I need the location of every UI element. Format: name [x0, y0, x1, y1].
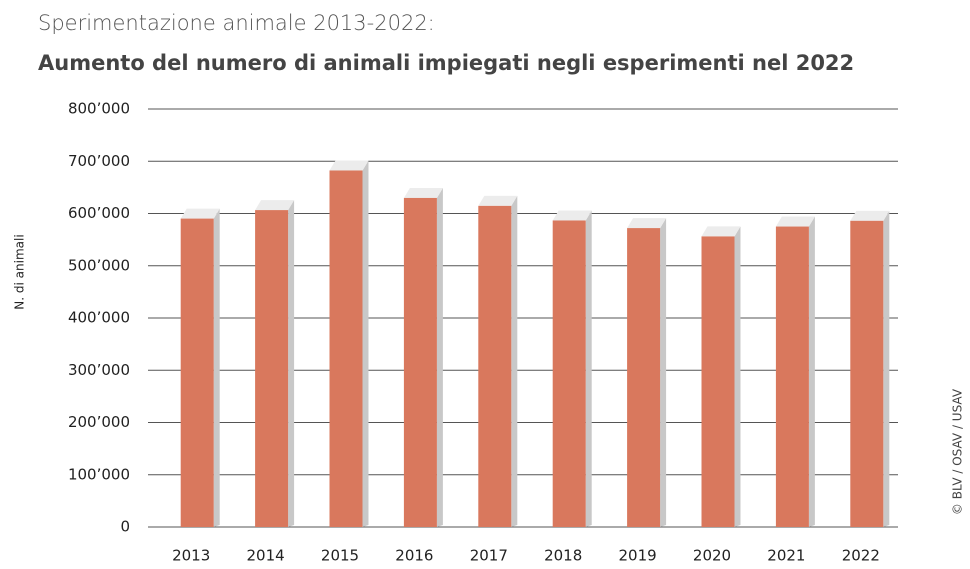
bar-side — [734, 226, 741, 528]
x-tick-label: 2022 — [842, 547, 880, 565]
x-tick-label: 2015 — [321, 547, 359, 565]
bar-side — [883, 210, 890, 527]
y-tick-label: 100’000 — [68, 465, 130, 483]
y-tick-label: 200’000 — [68, 413, 130, 431]
bar-side — [288, 200, 295, 527]
x-tick-label: 2018 — [544, 547, 582, 565]
bar — [775, 226, 809, 527]
bar-top — [850, 210, 890, 221]
bar-side — [660, 218, 667, 528]
x-tick-label: 2020 — [693, 547, 731, 565]
bar-top — [627, 218, 667, 229]
y-axis-label: N. di animali — [13, 234, 27, 309]
bar — [329, 170, 363, 527]
bar — [180, 218, 214, 527]
source: © BLV / OSAV / USAV — [951, 388, 965, 515]
y-tick-label: 0 — [120, 518, 130, 536]
bar-side — [213, 208, 220, 527]
x-tick-label: 2019 — [619, 547, 657, 565]
bar — [701, 236, 735, 528]
bar-side — [511, 195, 518, 528]
bar-side — [585, 210, 592, 527]
bar-top — [552, 210, 592, 221]
chart-title: Aumento del numero di animali impiegati … — [38, 51, 854, 75]
y-tick-label: 800’000 — [68, 100, 130, 118]
bar — [403, 197, 437, 527]
bar — [850, 220, 884, 527]
bar-side — [362, 160, 369, 527]
bar-top — [329, 160, 369, 171]
bar-top — [701, 226, 741, 237]
bar-top — [180, 208, 220, 219]
bar-side — [436, 187, 443, 527]
y-tick-label: 400’000 — [68, 309, 130, 327]
bar-top — [255, 200, 295, 211]
bar-top — [478, 195, 518, 206]
bar — [627, 228, 661, 528]
chart-subtitle: Sperimentazione animale 2013-2022: — [38, 11, 435, 35]
x-tick-label: 2017 — [470, 547, 508, 565]
x-tick-label: 2014 — [247, 547, 285, 565]
y-tick-label: 600’000 — [68, 204, 130, 222]
y-tick-label: 500’000 — [68, 256, 130, 274]
y-tick-label: 300’000 — [68, 361, 130, 379]
x-tick-label: 2016 — [395, 547, 433, 565]
bar-side — [808, 216, 815, 527]
bar — [478, 205, 512, 528]
bar — [552, 220, 586, 527]
x-tick-label: 2013 — [172, 547, 210, 565]
bar — [255, 210, 289, 527]
y-tick-label: 700’000 — [68, 152, 130, 170]
x-tick-label: 2021 — [767, 547, 805, 565]
bar-top — [775, 216, 815, 227]
bar-top — [403, 187, 443, 198]
